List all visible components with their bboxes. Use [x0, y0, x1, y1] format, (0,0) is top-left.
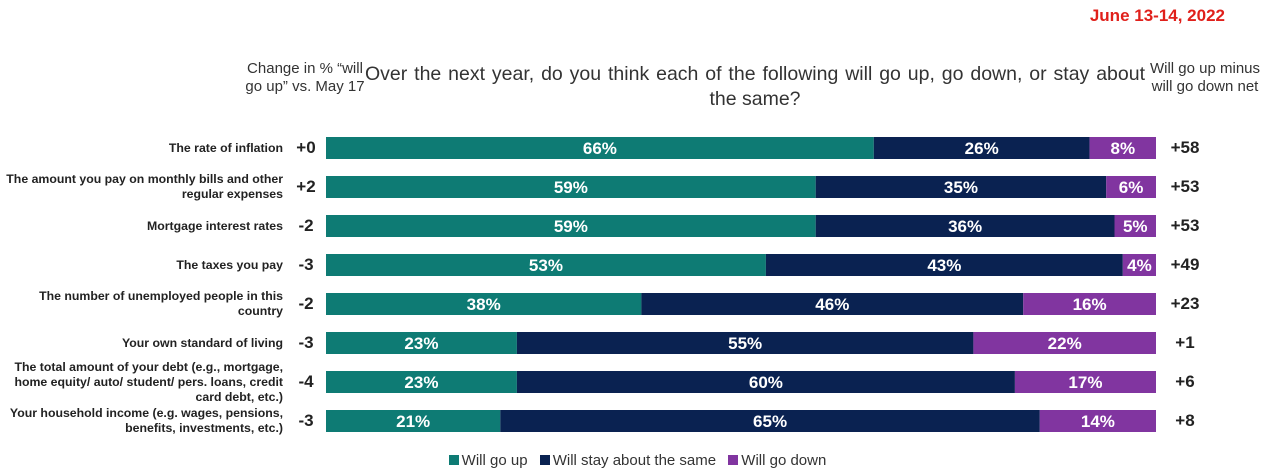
data-label: 4%: [1127, 256, 1152, 275]
bar-segment: [326, 371, 517, 393]
data-label: 59%: [554, 217, 588, 236]
survey-date: June 13-14, 2022: [1089, 6, 1225, 25]
net-value: +8: [1175, 411, 1195, 430]
bar-segment: [1014, 371, 1156, 393]
change-value: +2: [296, 177, 316, 196]
row-label: The rate of inflation: [168, 140, 283, 155]
bar-segment: [326, 410, 501, 432]
bar-segment: [765, 254, 1123, 276]
data-label: 23%: [404, 334, 438, 353]
data-label: 53%: [529, 256, 563, 275]
row-label: The amount you pay on monthly bills and …: [6, 172, 283, 201]
net-value: +1: [1175, 333, 1195, 352]
net-value: +23: [1170, 294, 1200, 313]
bar-segment: [516, 371, 1015, 393]
net-value: +53: [1170, 177, 1200, 196]
change-value: -3: [298, 255, 314, 274]
row-label: Your household income (e.g. wages, pensi…: [9, 406, 283, 435]
data-label: 59%: [554, 178, 588, 197]
row-label: Your own standard of living: [121, 335, 283, 350]
bar-segment: [815, 215, 1115, 237]
legend-item-will-go-up: Will go up: [448, 452, 528, 469]
bar-segment: [516, 332, 974, 354]
row-label: The total amount of your debt (e.g., mor…: [14, 359, 283, 404]
bar-segment: [873, 137, 1090, 159]
change-value: +0: [296, 138, 316, 157]
data-label: 36%: [948, 217, 982, 236]
legend-item-will-stay-same: Will stay about the same: [539, 452, 717, 469]
change-column-header: Change in % “will go up” vs. May 17: [245, 60, 365, 95]
net-column-header: Will go up minus will go down net: [1149, 60, 1261, 95]
data-label: 26%: [965, 139, 999, 158]
bar-segment: [326, 293, 642, 315]
bar-segment: [326, 254, 766, 276]
net-value: +49: [1170, 255, 1200, 274]
bar-segment: [973, 332, 1156, 354]
bar-segment: [815, 176, 1107, 198]
data-label: 14%: [1081, 412, 1115, 431]
net-value: +53: [1170, 216, 1200, 235]
data-label: 6%: [1119, 178, 1144, 197]
legend: Will go up Will stay about the same Will…: [0, 452, 1275, 469]
data-label: 5%: [1123, 217, 1148, 236]
legend-swatch: [448, 455, 459, 465]
bar-segment: [326, 176, 816, 198]
data-label: 21%: [396, 412, 430, 431]
row-label: Mortgage interest rates: [147, 218, 283, 233]
row-label: The number of unemployed people in this …: [39, 289, 283, 318]
legend-label: Will go up: [461, 452, 528, 469]
data-label: 55%: [728, 334, 762, 353]
change-value: -3: [298, 333, 314, 352]
data-label: 65%: [753, 412, 787, 431]
data-label: 43%: [927, 256, 961, 275]
bar-segment: [326, 215, 816, 237]
bar-segment: [326, 332, 517, 354]
bar-segment: [1039, 410, 1156, 432]
legend-swatch: [539, 455, 550, 465]
net-value: +58: [1170, 138, 1200, 157]
data-label: 22%: [1048, 334, 1082, 353]
data-label: 66%: [583, 139, 617, 158]
row-label: The taxes you pay: [176, 257, 283, 272]
data-label: 46%: [815, 295, 849, 314]
legend-swatch: [728, 455, 739, 465]
bar-segment: [1089, 137, 1156, 159]
data-label: 8%: [1111, 139, 1136, 158]
bar-segment: [1023, 293, 1156, 315]
data-label: 35%: [944, 178, 978, 197]
data-label: 17%: [1068, 373, 1102, 392]
net-value: +6: [1175, 372, 1195, 391]
data-label: 38%: [467, 295, 501, 314]
data-label: 23%: [404, 373, 438, 392]
legend-label: Will go down: [741, 452, 827, 469]
bar-segment: [500, 410, 1040, 432]
change-value: -2: [298, 294, 314, 313]
bar-segment: [641, 293, 1024, 315]
data-label: 16%: [1073, 295, 1107, 314]
legend-item-will-go-down: Will go down: [728, 452, 826, 469]
legend-label: Will stay about the same: [552, 452, 717, 469]
bar-segment: [326, 137, 874, 159]
change-value: -3: [298, 411, 314, 430]
data-label: 60%: [749, 373, 783, 392]
change-value: -2: [298, 216, 314, 235]
bar-segment: [1106, 176, 1156, 198]
bar-segment: [1122, 254, 1156, 276]
bar-segment: [1114, 215, 1156, 237]
chart-title: Over the next year, do you think each of…: [365, 63, 1145, 110]
change-value: -4: [298, 372, 314, 391]
